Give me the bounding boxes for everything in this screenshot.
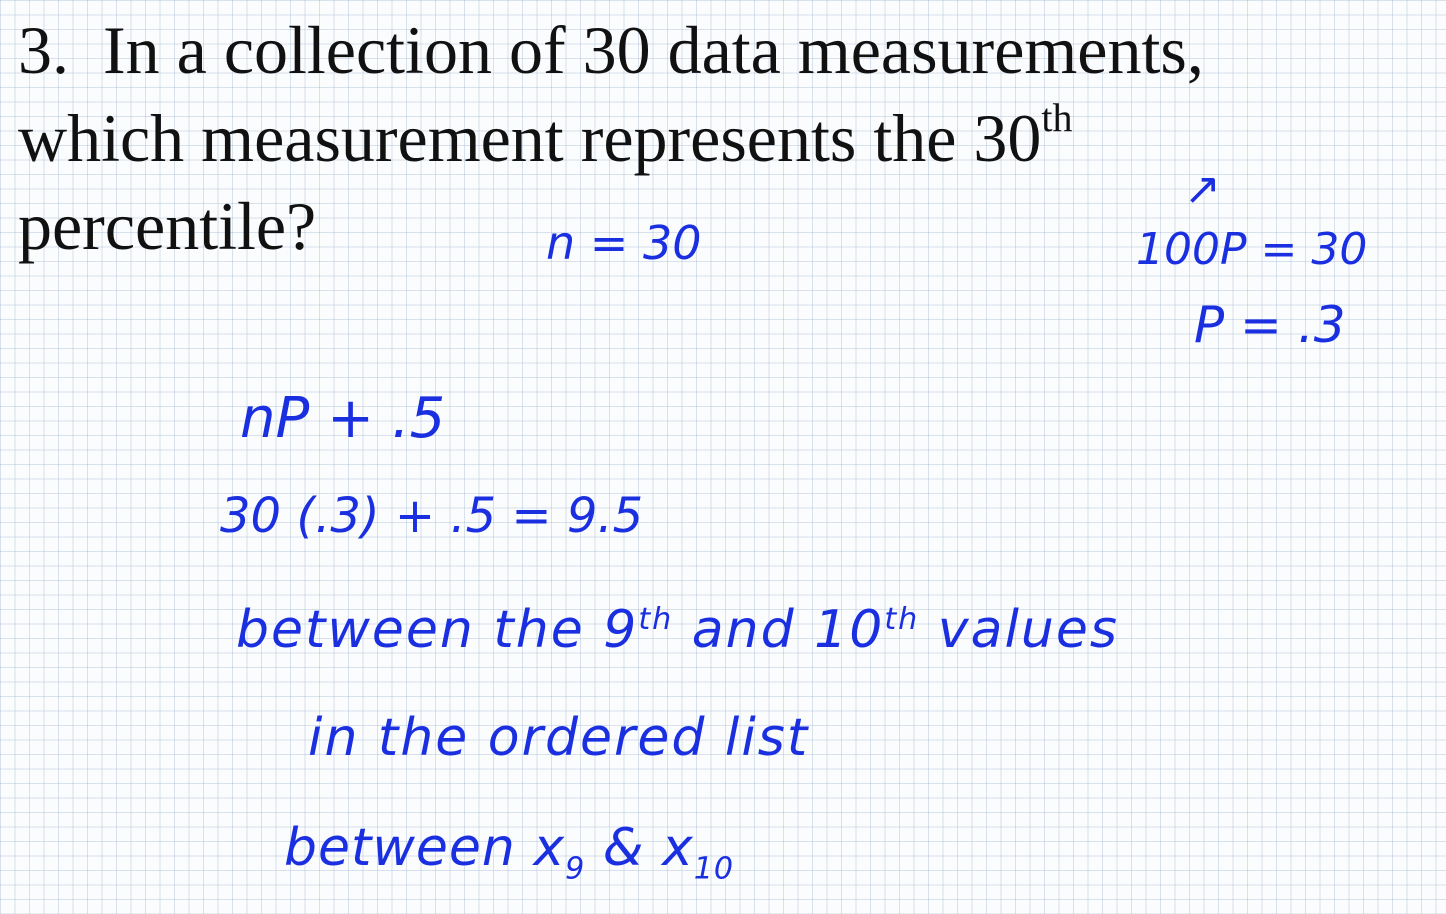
handwritten-100p-equation: 100P = 30	[1136, 224, 1368, 275]
between-x-subscript-1: 9	[565, 851, 586, 887]
between-values-part-1: between the 9	[236, 600, 639, 660]
handwritten-p-equation: P = .3	[1194, 296, 1346, 354]
between-values-superscript-1: th	[638, 601, 674, 637]
question-line-2-superscript: th	[1041, 95, 1073, 140]
between-x-part-1: between x	[284, 818, 566, 878]
question-line-2: which measurement represents the 30th	[18, 94, 1438, 182]
question-text: 3. In a collection of 30 data measurement…	[18, 6, 1438, 270]
between-x-subscript-2: 10	[693, 851, 735, 887]
handwritten-ordered-list: in the ordered list	[308, 708, 810, 768]
between-values-superscript-2: th	[884, 601, 920, 637]
between-values-part-2: and 10	[673, 600, 885, 660]
between-x-part-2: & x	[585, 818, 694, 878]
handwritten-between-x: between x9 & x10	[284, 818, 734, 884]
question-line-2-text: which measurement represents the 30	[18, 100, 1042, 176]
handwritten-formula: nP + .5	[240, 386, 446, 451]
question-line-3: percentile?	[18, 188, 317, 264]
handwritten-between-values: between the 9th and 10th values	[236, 600, 1119, 660]
question-number: 3.	[18, 12, 69, 88]
question-line-1: 3. In a collection of 30 data measurement…	[18, 6, 1438, 94]
question-line-1-text: In a collection of 30 data measurements,	[103, 12, 1204, 88]
between-values-part-3: values	[919, 600, 1119, 660]
handwritten-n-equation: n = 30	[546, 216, 702, 270]
handwritten-calculation: 30 (.3) + .5 = 9.5	[220, 488, 644, 544]
arrow-up-right-icon: ↗	[1184, 164, 1221, 215]
